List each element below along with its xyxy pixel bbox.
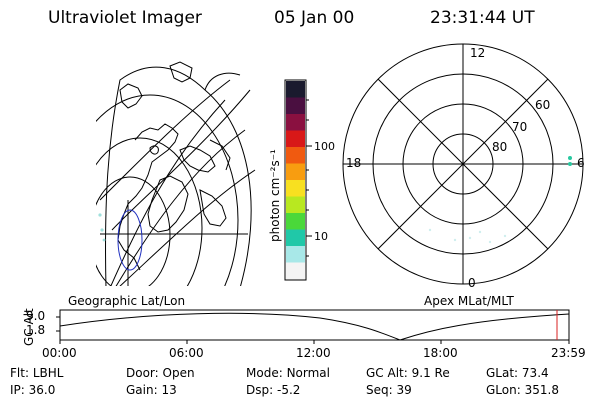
apex-caption: Apex MLat/MLT: [424, 294, 514, 308]
altitude-xtick: 06:00: [169, 346, 204, 360]
colorbar-unit-label: photon cm⁻²s⁻¹: [268, 149, 282, 242]
colorbar-stripe: [286, 262, 305, 280]
instrument-title: Ultraviolet Imager: [48, 8, 202, 28]
meridian-line: [115, 129, 246, 286]
satellite-footprint: [117, 209, 143, 271]
mlt-label-6: 6: [577, 156, 585, 170]
colorbar-stripe: [286, 130, 305, 148]
mlt-label-0: 0: [468, 276, 476, 290]
status-door: Door: Open: [126, 366, 195, 380]
latitude-circle: [96, 137, 203, 286]
time-label: 23:31:44 UT: [430, 8, 535, 28]
colorbar-stripe: [286, 81, 305, 98]
coastline: [199, 189, 227, 227]
earth-limb: [105, 66, 252, 286]
meridian-line: [99, 79, 231, 201]
status-seq: Seq: 39: [366, 383, 412, 397]
latitude-circle: [96, 176, 171, 286]
status-glon: GLon: 351.8: [486, 383, 559, 397]
lat-label-60: 60: [535, 98, 551, 112]
uv-emission-dots: [98, 213, 106, 242]
mlt-label-12: 12: [470, 46, 486, 60]
colorbar-stripe: [286, 114, 305, 131]
status-ip: IP: 36.0: [10, 383, 56, 397]
mlt-label-18: 18: [346, 156, 362, 170]
lat-label-80: 80: [492, 140, 508, 154]
coastline: [149, 145, 159, 155]
altitude-ytick: 9.0: [26, 309, 46, 323]
status-gc-alt: GC Alt: 9.1 Re: [366, 366, 450, 380]
lat-label-70: 70: [512, 120, 528, 134]
geographic-caption: Geographic Lat/Lon: [68, 294, 186, 308]
coastline: [169, 61, 193, 83]
coastline: [117, 123, 179, 271]
coastline: [179, 145, 216, 173]
status-gain: Gain: 13: [126, 383, 177, 397]
polar-axis: [377, 78, 549, 250]
polar-plot: [342, 43, 584, 285]
latitude-circle: [96, 94, 239, 286]
colorbar-stripe: [286, 213, 305, 230]
meridian-line: [111, 89, 251, 231]
altitude-plot: [56, 309, 570, 344]
colorbar-stripe: [286, 246, 305, 263]
status-dsp: Dsp: -5.2: [246, 383, 301, 397]
colorbar-stripe: [286, 147, 305, 164]
coastline: [119, 83, 143, 109]
altitude-xtick: 23:59: [551, 346, 586, 360]
status-flt: Flt: LBHL: [10, 366, 64, 380]
meridian-line: [119, 169, 256, 286]
meridian-line: [110, 99, 226, 286]
colorbar-tick-label: 100: [314, 140, 335, 153]
polar-haze: [428, 228, 507, 244]
colorbar: [284, 79, 312, 281]
coastline: [209, 139, 231, 171]
polar-emission-dots: [568, 156, 572, 166]
colorbar-tick-label: 10: [314, 230, 328, 243]
altitude-xtick: 18:00: [423, 346, 458, 360]
altitude-xtick: 00:00: [42, 346, 77, 360]
coastline: [147, 175, 189, 233]
colorbar-stripe: [286, 229, 305, 247]
altitude-xtick: 12:00: [296, 346, 331, 360]
colorbar-stripe: [286, 163, 305, 181]
status-glat: GLat: 73.4: [486, 366, 549, 380]
geographic-map: [96, 61, 256, 286]
status-mode: Mode: Normal: [246, 366, 330, 380]
colorbar-stripe: [286, 196, 305, 214]
altitude-curve: [59, 312, 570, 341]
date-label: 05 Jan 00: [274, 8, 355, 28]
latitude-arc: [204, 72, 241, 91]
altitude-ytick: 1.8: [26, 323, 46, 337]
colorbar-stripe: [286, 97, 305, 115]
colorbar-stripe: [286, 180, 305, 197]
